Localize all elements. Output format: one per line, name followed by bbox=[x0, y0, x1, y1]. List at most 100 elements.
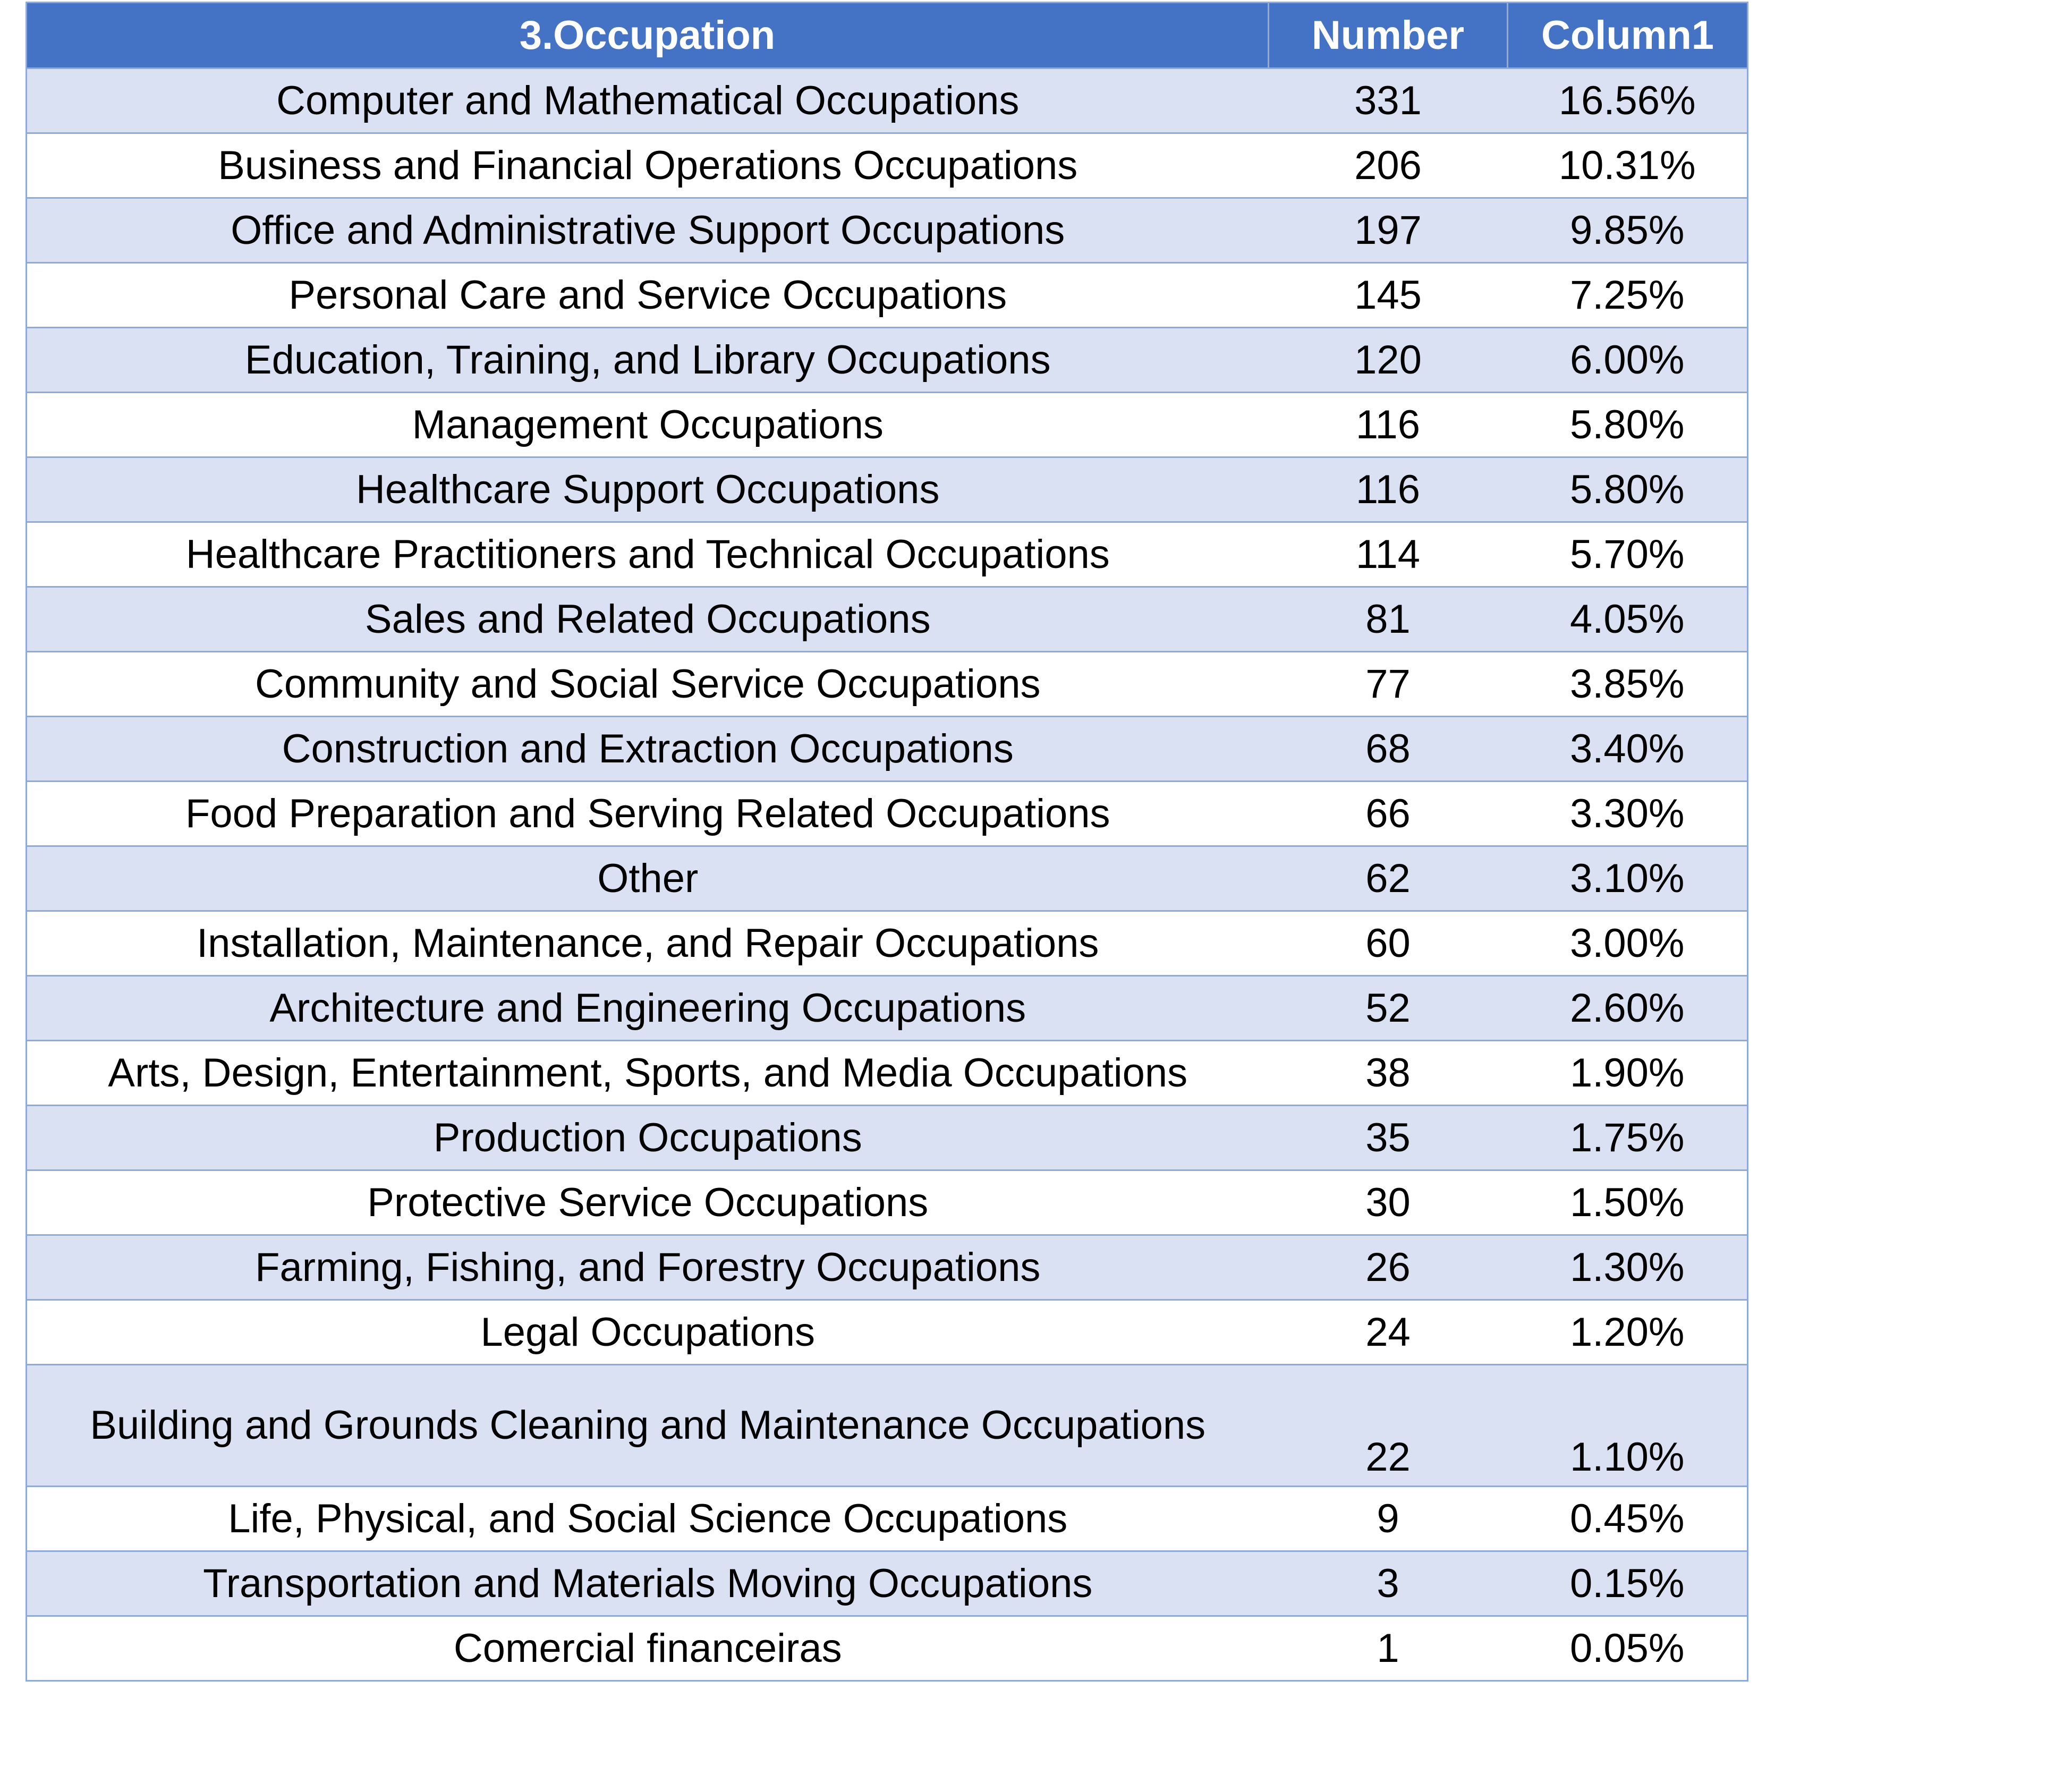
percent-cell[interactable]: 1.20% bbox=[1507, 1299, 1748, 1365]
percent-cell[interactable]: 3.00% bbox=[1507, 910, 1748, 977]
occupation-cell[interactable]: Transportation and Materials Moving Occu… bbox=[26, 1550, 1269, 1617]
table-row: Arts, Design, Entertainment, Sports, and… bbox=[26, 1040, 1748, 1106]
occupation-cell[interactable]: Business and Financial Operations Occupa… bbox=[26, 132, 1269, 199]
number-cell[interactable]: 30 bbox=[1268, 1169, 1508, 1236]
percent-cell[interactable]: 3.40% bbox=[1507, 716, 1748, 782]
table-row: Farming, Fishing, and Forestry Occupatio… bbox=[26, 1234, 1748, 1301]
table-row: Life, Physical, and Social Science Occup… bbox=[26, 1486, 1748, 1552]
number-cell[interactable]: 68 bbox=[1268, 716, 1508, 782]
number-cell[interactable]: 197 bbox=[1268, 197, 1508, 264]
percent-cell[interactable]: 5.80% bbox=[1507, 392, 1748, 458]
table-row: Building and Grounds Cleaning and Mainte… bbox=[26, 1364, 1748, 1487]
percent-cell[interactable]: 6.00% bbox=[1507, 327, 1748, 393]
occupation-cell[interactable]: Personal Care and Service Occupations bbox=[26, 262, 1269, 328]
table-row: Installation, Maintenance, and Repair Oc… bbox=[26, 910, 1748, 977]
number-cell[interactable]: 1 bbox=[1268, 1615, 1508, 1682]
number-cell[interactable]: 22 bbox=[1268, 1364, 1508, 1487]
occupation-cell[interactable]: Food Preparation and Serving Related Occ… bbox=[26, 780, 1269, 847]
occupation-cell[interactable]: Education, Training, and Library Occupat… bbox=[26, 327, 1269, 393]
number-cell[interactable]: 3 bbox=[1268, 1550, 1508, 1617]
occupation-cell[interactable]: Protective Service Occupations bbox=[26, 1169, 1269, 1236]
header-row: 3.Occupation Number Column1 bbox=[26, 2, 1748, 69]
percent-cell[interactable]: 4.05% bbox=[1507, 586, 1748, 652]
occupation-table-container: 3.Occupation Number Column1 Computer and… bbox=[26, 2, 1748, 1682]
number-cell[interactable]: 60 bbox=[1268, 910, 1508, 977]
occupation-cell[interactable]: Office and Administrative Support Occupa… bbox=[26, 197, 1269, 264]
percent-cell[interactable]: 1.30% bbox=[1507, 1234, 1748, 1301]
table-row: Production Occupations 35 1.75% bbox=[26, 1105, 1748, 1171]
percent-cell[interactable]: 5.70% bbox=[1507, 521, 1748, 588]
occupation-cell[interactable]: Building and Grounds Cleaning and Mainte… bbox=[26, 1364, 1269, 1487]
occupation-cell[interactable]: Computer and Mathematical Occupations bbox=[26, 67, 1269, 134]
percent-cell[interactable]: 5.80% bbox=[1507, 456, 1748, 523]
table-row: Healthcare Practitioners and Technical O… bbox=[26, 521, 1748, 588]
percent-cell[interactable]: 0.05% bbox=[1507, 1615, 1748, 1682]
occupation-cell[interactable]: Sales and Related Occupations bbox=[26, 586, 1269, 652]
percent-cell[interactable]: 3.10% bbox=[1507, 845, 1748, 912]
table-row: Comercial financeiras 1 0.05% bbox=[26, 1615, 1748, 1682]
number-cell[interactable]: 24 bbox=[1268, 1299, 1508, 1365]
percent-cell[interactable]: 1.90% bbox=[1507, 1040, 1748, 1106]
table-row: Community and Social Service Occupations… bbox=[26, 651, 1748, 717]
number-cell[interactable]: 26 bbox=[1268, 1234, 1508, 1301]
percent-cell[interactable]: 1.50% bbox=[1507, 1169, 1748, 1236]
percent-cell[interactable]: 3.85% bbox=[1507, 651, 1748, 717]
occupation-cell[interactable]: Community and Social Service Occupations bbox=[26, 651, 1269, 717]
number-cell[interactable]: 35 bbox=[1268, 1105, 1508, 1171]
number-cell[interactable]: 116 bbox=[1268, 392, 1508, 458]
number-cell[interactable]: 52 bbox=[1268, 975, 1508, 1041]
percent-cell[interactable]: 7.25% bbox=[1507, 262, 1748, 328]
percent-cell[interactable]: 16.56% bbox=[1507, 67, 1748, 134]
table-body: Computer and Mathematical Occupations 331… bbox=[26, 67, 1748, 1682]
table-row: Personal Care and Service Occupations 145… bbox=[26, 262, 1748, 328]
occupation-cell[interactable]: Life, Physical, and Social Science Occup… bbox=[26, 1486, 1269, 1552]
occupation-cell[interactable]: Comercial financeiras bbox=[26, 1615, 1269, 1682]
header-occupation[interactable]: 3.Occupation bbox=[26, 2, 1269, 69]
occupation-cell[interactable]: Production Occupations bbox=[26, 1105, 1269, 1171]
number-cell[interactable]: 206 bbox=[1268, 132, 1508, 199]
percent-cell[interactable]: 3.30% bbox=[1507, 780, 1748, 847]
number-cell[interactable]: 9 bbox=[1268, 1486, 1508, 1552]
number-cell[interactable]: 77 bbox=[1268, 651, 1508, 717]
occupation-cell[interactable]: Healthcare Support Occupations bbox=[26, 456, 1269, 523]
percent-cell[interactable]: 1.75% bbox=[1507, 1105, 1748, 1171]
occupation-cell[interactable]: Installation, Maintenance, and Repair Oc… bbox=[26, 910, 1269, 977]
header-column1[interactable]: Column1 bbox=[1507, 2, 1748, 69]
occupation-cell[interactable]: Healthcare Practitioners and Technical O… bbox=[26, 521, 1269, 588]
percent-cell[interactable]: 0.15% bbox=[1507, 1550, 1748, 1617]
number-cell[interactable]: 66 bbox=[1268, 780, 1508, 847]
occupation-cell[interactable]: Legal Occupations bbox=[26, 1299, 1269, 1365]
number-cell[interactable]: 114 bbox=[1268, 521, 1508, 588]
occupation-cell[interactable]: Farming, Fishing, and Forestry Occupatio… bbox=[26, 1234, 1269, 1301]
number-cell[interactable]: 38 bbox=[1268, 1040, 1508, 1106]
number-cell[interactable]: 145 bbox=[1268, 262, 1508, 328]
table-row: Protective Service Occupations 30 1.50% bbox=[26, 1169, 1748, 1236]
occupation-cell[interactable]: Construction and Extraction Occupations bbox=[26, 716, 1269, 782]
percent-cell[interactable]: 10.31% bbox=[1507, 132, 1748, 199]
table-row: Food Preparation and Serving Related Occ… bbox=[26, 780, 1748, 847]
table-row: Management Occupations 116 5.80% bbox=[26, 392, 1748, 458]
table-row: Architecture and Engineering Occupations… bbox=[26, 975, 1748, 1041]
occupation-cell[interactable]: Architecture and Engineering Occupations bbox=[26, 975, 1269, 1041]
percent-cell[interactable]: 2.60% bbox=[1507, 975, 1748, 1041]
occupation-cell[interactable]: Other bbox=[26, 845, 1269, 912]
occupation-cell[interactable]: Arts, Design, Entertainment, Sports, and… bbox=[26, 1040, 1269, 1106]
percent-cell[interactable]: 9.85% bbox=[1507, 197, 1748, 264]
table-row: Healthcare Support Occupations 116 5.80% bbox=[26, 456, 1748, 523]
header-number[interactable]: Number bbox=[1268, 2, 1508, 69]
number-cell[interactable]: 331 bbox=[1268, 67, 1508, 134]
table-row: Legal Occupations 24 1.20% bbox=[26, 1299, 1748, 1365]
occupation-cell[interactable]: Management Occupations bbox=[26, 392, 1269, 458]
table-row: Business and Financial Operations Occupa… bbox=[26, 132, 1748, 199]
table-row: Education, Training, and Library Occupat… bbox=[26, 327, 1748, 393]
number-cell[interactable]: 62 bbox=[1268, 845, 1508, 912]
percent-cell[interactable]: 0.45% bbox=[1507, 1486, 1748, 1552]
number-cell[interactable]: 120 bbox=[1268, 327, 1508, 393]
percent-cell[interactable]: 1.10% bbox=[1507, 1364, 1748, 1487]
table-row: Other 62 3.10% bbox=[26, 845, 1748, 912]
number-cell[interactable]: 81 bbox=[1268, 586, 1508, 652]
number-cell[interactable]: 116 bbox=[1268, 456, 1508, 523]
table-row: Construction and Extraction Occupations 6… bbox=[26, 716, 1748, 782]
table-row: Transportation and Materials Moving Occu… bbox=[26, 1550, 1748, 1617]
table-row: Office and Administrative Support Occupa… bbox=[26, 197, 1748, 264]
